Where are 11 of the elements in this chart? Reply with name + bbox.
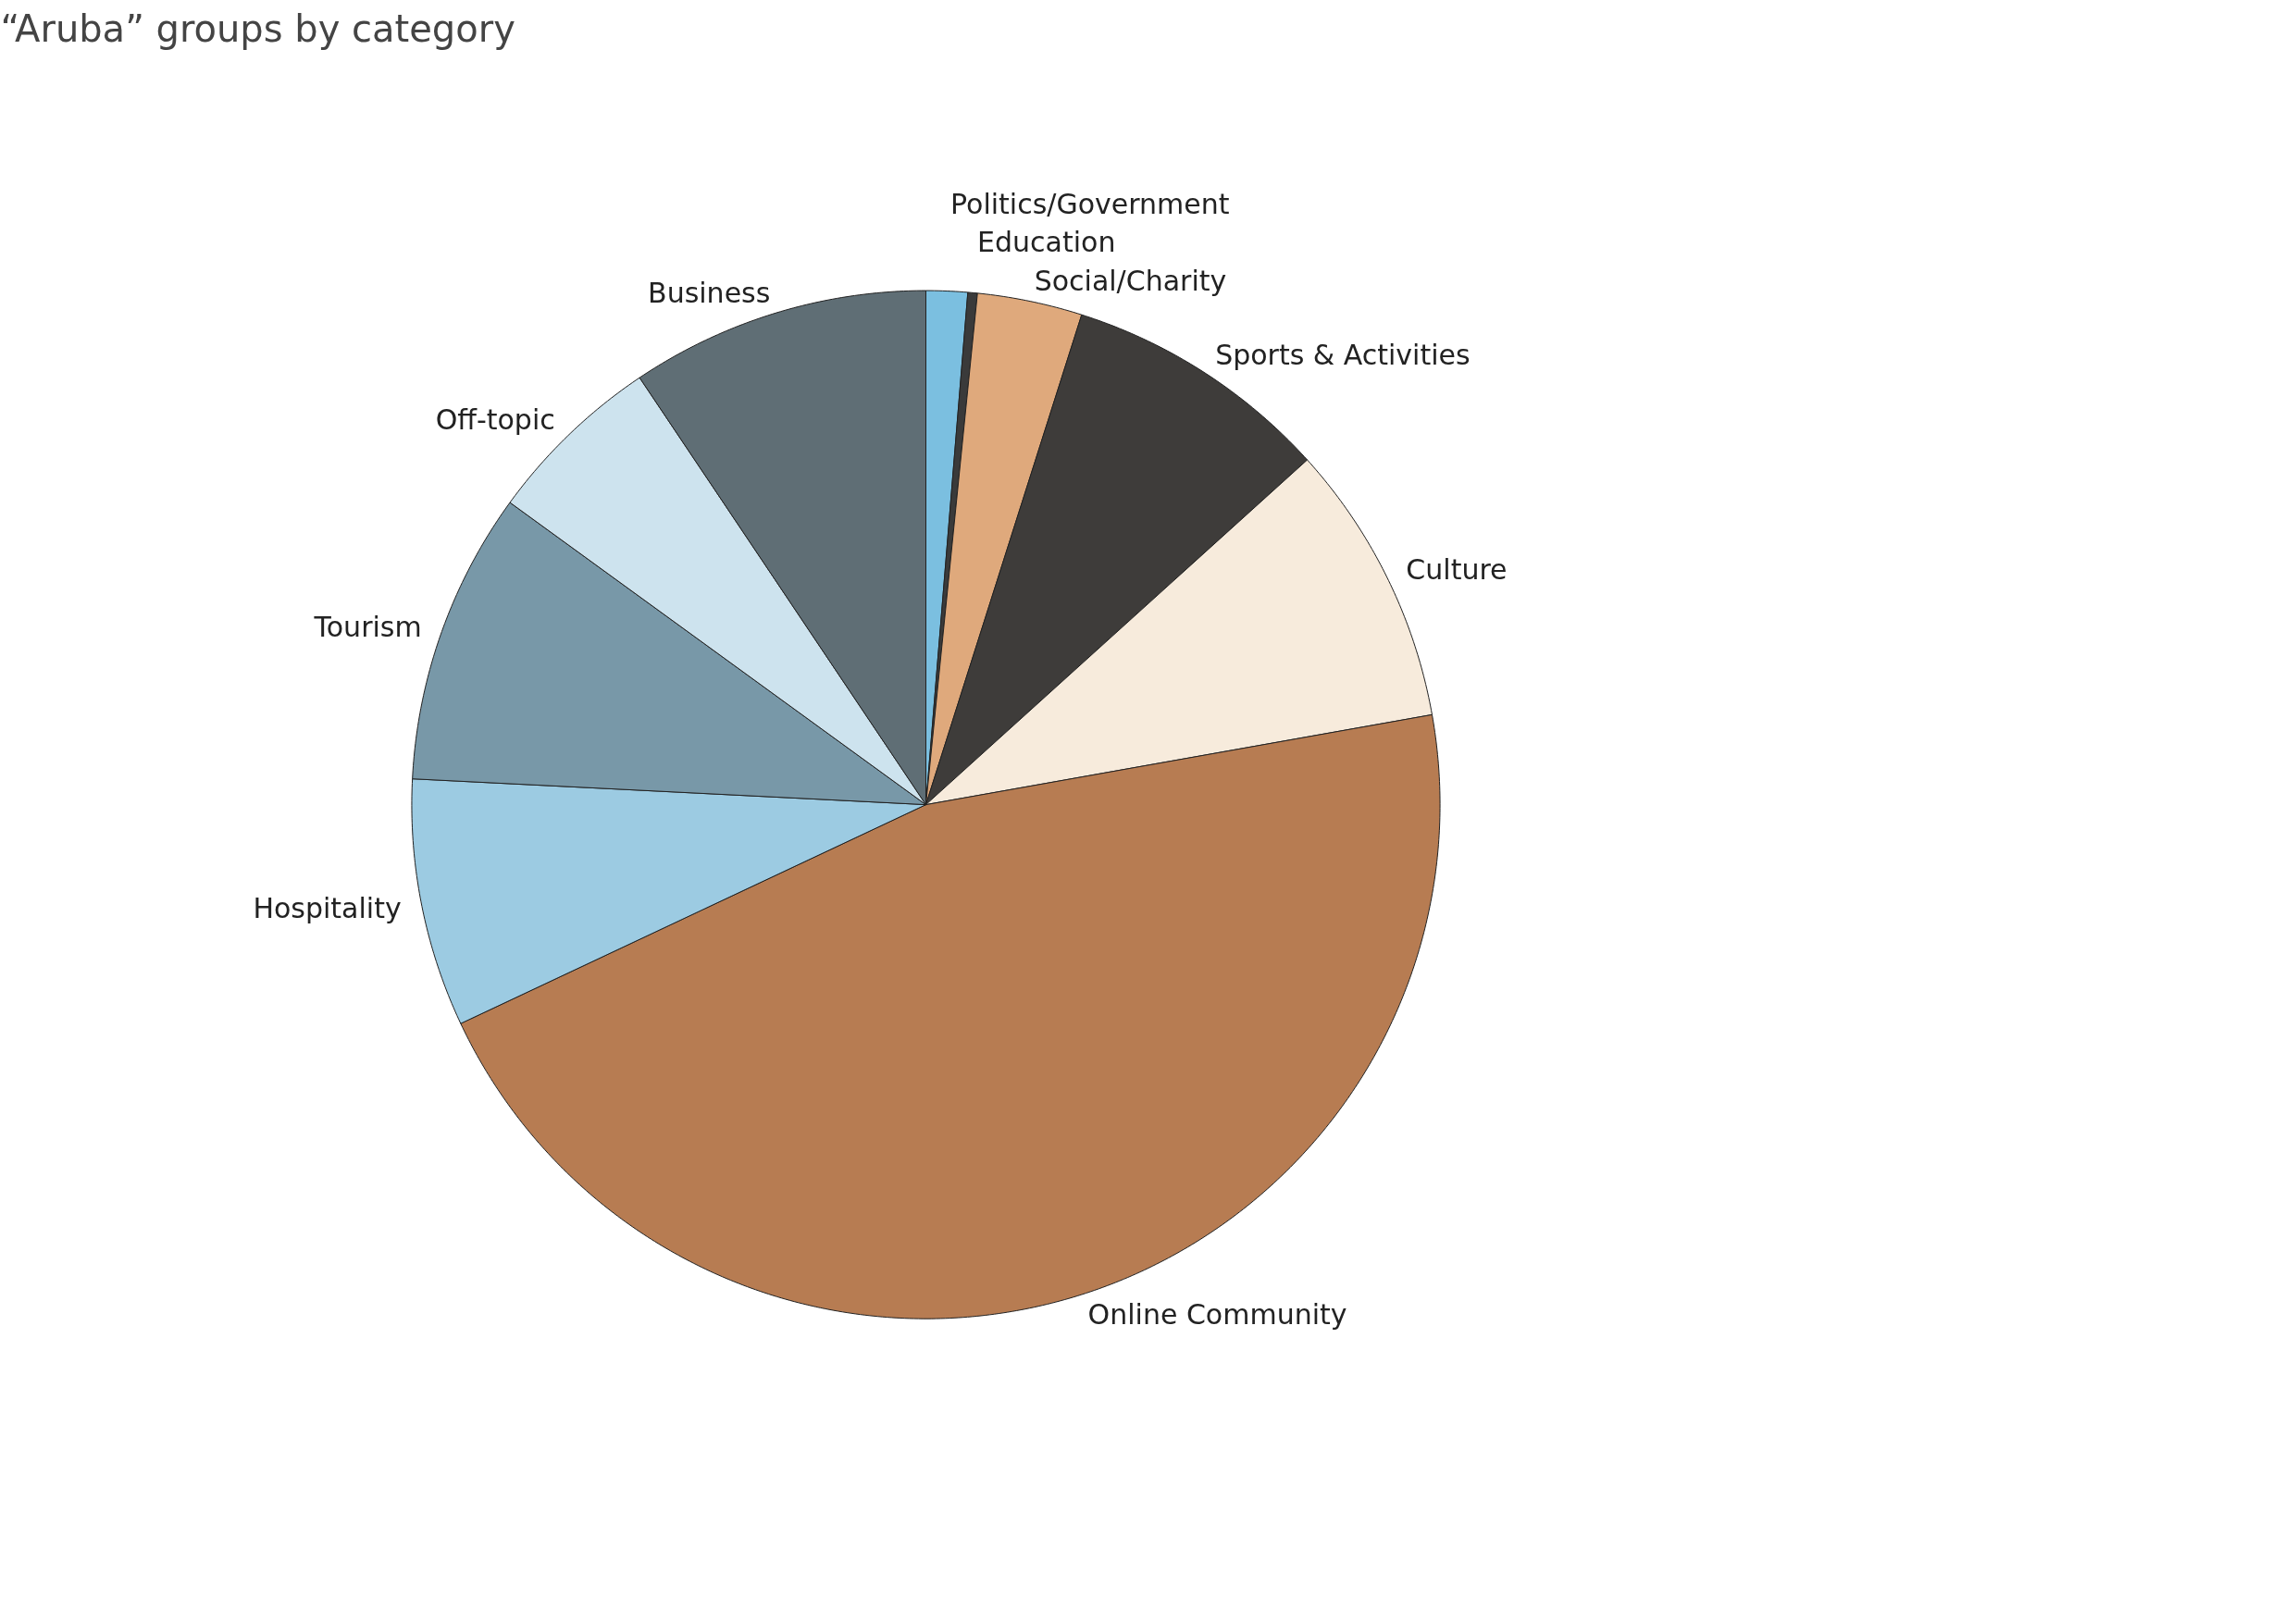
chart-title: “Aruba” groups by category xyxy=(0,6,515,50)
slice-label: Off-topic xyxy=(435,403,555,436)
slice-label: Business xyxy=(648,277,771,310)
slice-label: Sports & Activities xyxy=(1215,339,1471,372)
slice-label: Online Community xyxy=(1087,1297,1347,1331)
slice-label: Education xyxy=(977,225,1116,258)
slice-label: Culture xyxy=(1406,552,1508,586)
slice-label: Tourism xyxy=(313,610,422,643)
slice-label: Social/Charity xyxy=(1034,265,1227,298)
slice-label: Politics/Government xyxy=(950,187,1230,220)
slice-label: Hospitality xyxy=(253,891,402,924)
